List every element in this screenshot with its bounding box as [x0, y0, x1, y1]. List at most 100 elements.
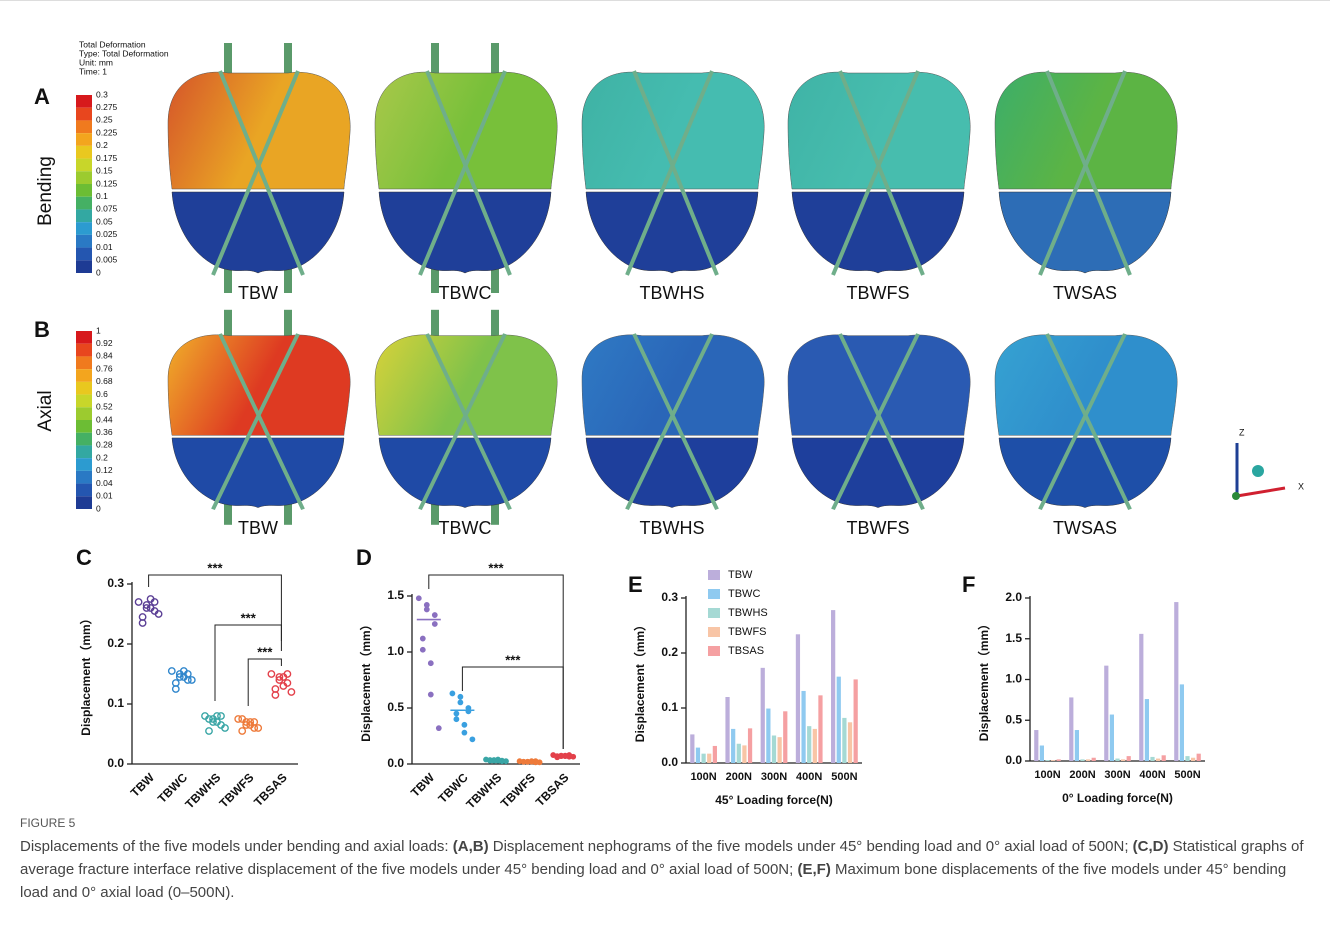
bar: [1150, 757, 1154, 761]
panel-letter: A: [34, 84, 50, 109]
y-tick-label: 0.0: [107, 756, 124, 770]
colorbar-block: [76, 382, 92, 395]
colorbar-label: 0.25: [96, 115, 113, 125]
bar: [731, 729, 735, 763]
nephogram: [995, 71, 1177, 275]
bar: [1127, 756, 1131, 761]
bar: [1069, 697, 1073, 761]
y-axis-label: Displacement（mm）: [358, 618, 373, 741]
colorbar-label: 0.68: [96, 376, 113, 386]
bar: [783, 711, 787, 763]
y-tick-label: 0.5: [1005, 712, 1022, 726]
y-tick-label: 0.3: [661, 590, 678, 604]
bar: [1080, 759, 1084, 761]
bar: [1121, 759, 1125, 761]
figure-graphics: ABendingTotal DeformationType: Total Def…: [0, 1, 1330, 811]
significance-label: ***: [207, 560, 223, 575]
colorbar-label: 0.175: [96, 153, 118, 163]
data-point: [268, 671, 274, 677]
axis-x: [1237, 488, 1285, 496]
axis-y: [1252, 465, 1264, 477]
data-point: [450, 691, 454, 695]
y-axis-label: Displacement（mm）: [78, 612, 93, 735]
bar: [778, 737, 782, 763]
y-tick-label: 0.1: [661, 700, 678, 714]
x-tick-label: 100N: [690, 771, 716, 783]
significance-bracket: [462, 667, 563, 749]
significance-label: ***: [505, 652, 521, 667]
colorbar-label: 0.44: [96, 414, 113, 424]
legend-label: TBW: [728, 569, 753, 581]
x-axis-label: 45° Loading force(N): [715, 793, 832, 807]
panel-letter: B: [34, 317, 50, 342]
bar: [1191, 758, 1195, 761]
colorbar-label: 0.275: [96, 102, 118, 112]
colorbar-block: [76, 496, 92, 509]
bar: [772, 736, 776, 764]
legend-label: TBSAS: [728, 645, 764, 657]
data-point: [421, 636, 425, 640]
bar: [1197, 754, 1201, 761]
colorbar-block: [76, 484, 92, 497]
bar: [1075, 730, 1079, 761]
bar: [1139, 634, 1143, 761]
nephogram: [168, 43, 350, 293]
caption-part: Displacement nephograms of the five mode…: [489, 838, 1133, 855]
colorbar-label: 0.01: [96, 491, 113, 501]
bar: [1040, 746, 1044, 761]
colorbar-block: [76, 235, 92, 248]
significance-label: ***: [241, 610, 257, 625]
model-label: TBW: [238, 283, 278, 303]
legend-swatch: [708, 646, 720, 656]
bone-lower: [172, 438, 344, 508]
y-tick-label: 1.5: [1005, 631, 1022, 645]
colorbar-block: [76, 356, 92, 369]
x-tick-label: TBWFS: [498, 770, 538, 810]
colorbar-block: [76, 133, 92, 146]
data-point: [454, 711, 458, 715]
colorbar-label: 0.76: [96, 363, 113, 373]
bar: [725, 697, 729, 763]
legend-text: Time: 1: [79, 66, 107, 76]
data-point: [206, 728, 212, 734]
colorbar-label: 0.04: [96, 478, 113, 488]
data-point: [169, 668, 175, 674]
bone-lower: [999, 438, 1171, 508]
colorbar-label: 0.125: [96, 178, 118, 188]
colorbar-label: 0: [96, 503, 101, 513]
colorbar-block: [76, 209, 92, 222]
x-tick-label: 200N: [1069, 769, 1095, 781]
x-tick-label: 500N: [831, 771, 857, 783]
colorbar-label: 0.15: [96, 166, 113, 176]
axis-label: X: [1298, 481, 1304, 491]
bone-lower: [379, 438, 551, 508]
bar: [842, 718, 846, 763]
bar: [1110, 715, 1114, 761]
colorbar-block: [76, 471, 92, 484]
colorbar-block: [76, 222, 92, 235]
panel-letter: E: [628, 572, 643, 597]
bar: [818, 695, 822, 763]
colorbar-block: [76, 458, 92, 471]
x-tick-label: TBSAS: [533, 770, 572, 809]
y-tick-label: 1.5: [387, 588, 404, 602]
bar: [1174, 602, 1178, 761]
x-tick-label: TBWFS: [217, 770, 257, 810]
colorbar-label: 0.01: [96, 242, 113, 252]
bar: [761, 668, 765, 763]
colorbar-label: 0.2: [96, 140, 108, 150]
nephogram: [168, 310, 350, 525]
bar: [1115, 759, 1119, 761]
x-tick-label: TBW: [128, 770, 158, 800]
data-point: [425, 607, 429, 611]
data-point: [437, 726, 441, 730]
row-label: Bending: [35, 156, 56, 226]
y-tick-label: 0.2: [107, 636, 124, 650]
bone-lower: [172, 192, 344, 273]
nephogram: [788, 71, 970, 275]
data-point: [255, 725, 261, 731]
bar: [831, 610, 835, 763]
x-tick-label: 300N: [1104, 769, 1130, 781]
bar: [1185, 756, 1189, 761]
data-point: [189, 677, 195, 683]
